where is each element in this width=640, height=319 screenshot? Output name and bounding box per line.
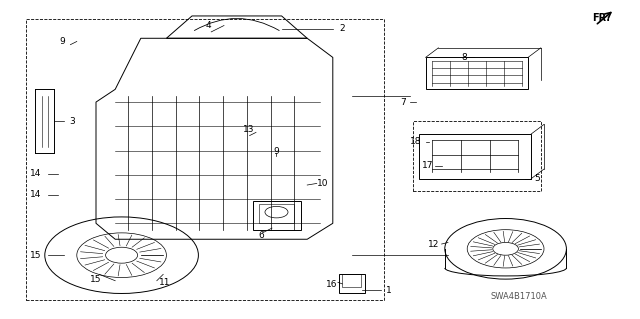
Text: 3: 3 (69, 117, 74, 126)
Text: 9: 9 (60, 37, 65, 46)
Text: 15: 15 (30, 251, 42, 260)
Text: 5: 5 (535, 174, 540, 183)
Text: 17: 17 (422, 161, 433, 170)
Bar (253, 201, 301, 230)
Text: 7: 7 (401, 98, 406, 107)
Text: 4: 4 (205, 21, 211, 30)
Text: 2: 2 (340, 24, 345, 33)
Text: SWA4B1710A: SWA4B1710A (490, 292, 547, 301)
Text: 9: 9 (274, 147, 279, 156)
Text: 8: 8 (461, 53, 467, 62)
Bar (259, 204, 294, 223)
Text: 13: 13 (243, 125, 254, 134)
Text: 10: 10 (317, 179, 329, 188)
Text: 12: 12 (428, 241, 440, 249)
Bar (342, 274, 361, 287)
Text: 14: 14 (30, 169, 42, 178)
Text: 6: 6 (259, 231, 264, 240)
Bar (413, 121, 541, 191)
Bar (339, 274, 365, 293)
Text: 11: 11 (159, 278, 171, 287)
Text: 18: 18 (410, 137, 422, 146)
Bar (426, 57, 528, 89)
Text: 1: 1 (386, 286, 391, 295)
Text: 15: 15 (90, 275, 102, 284)
Bar (26, 19, 384, 300)
Text: 14: 14 (30, 190, 42, 199)
Bar (419, 134, 531, 179)
Text: FR.: FR. (592, 12, 610, 23)
Text: 16: 16 (326, 280, 337, 289)
